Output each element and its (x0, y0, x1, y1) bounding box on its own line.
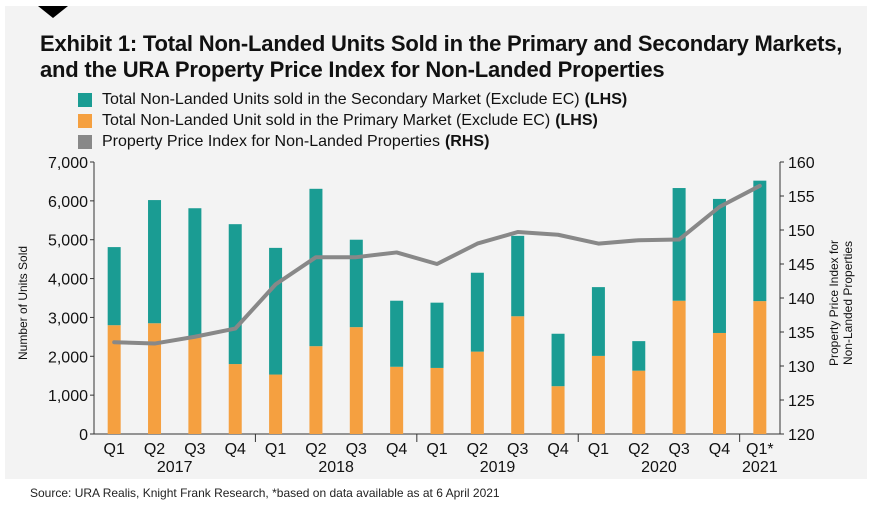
bar-primary (107, 325, 121, 434)
exhibit-marker-icon (38, 6, 68, 18)
left-tick-label: 5,000 (48, 233, 88, 250)
x-tick-label: Q2 (467, 441, 488, 458)
bar-secondary (632, 341, 646, 371)
left-tick-label: 2,000 (48, 349, 88, 366)
right-tick-label: 160 (788, 155, 815, 172)
x-tick-label: Q3 (507, 441, 528, 458)
right-tick-label: 130 (788, 359, 815, 376)
right-tick-label: 135 (788, 325, 815, 342)
bar-primary (349, 327, 363, 434)
x-tick-label: Q4 (709, 441, 730, 458)
bar-secondary (107, 247, 121, 326)
left-tick-label: 0 (79, 427, 88, 444)
bar-primary (672, 300, 686, 434)
bar-secondary (470, 272, 484, 352)
bar-primary (511, 316, 525, 434)
legend-label-primary: Total Non-Landed Unit sold in the Primar… (102, 111, 551, 129)
bar-secondary (188, 208, 202, 337)
chart-title: Exhibit 1: Total Non-Landed Units Sold i… (40, 31, 843, 82)
legend-label-secondary: Total Non-Landed Units sold in the Secon… (102, 90, 580, 108)
left-tick-label: 6,000 (48, 194, 88, 211)
x-tick-label: Q1 (588, 441, 609, 458)
right-tick-label: 120 (788, 427, 815, 444)
legend-item-index: Property Price Index for Non-Landed Prop… (78, 131, 627, 152)
x-tick-label: Q2 (628, 441, 649, 458)
legend-suffix-secondary: (LHS) (584, 90, 628, 108)
legend-item-secondary: Total Non-Landed Units sold in the Secon… (78, 89, 627, 110)
x-year-label: 2017 (157, 459, 193, 476)
legend-item-primary: Total Non-Landed Unit sold in the Primar… (78, 110, 627, 131)
bar-secondary (148, 200, 162, 324)
left-tick-label: 4,000 (48, 272, 88, 289)
line-price-index (112, 183, 762, 346)
x-tick-label: Q4 (547, 441, 568, 458)
right-tick-label: 145 (788, 257, 815, 274)
legend-suffix-primary: (LHS) (555, 111, 598, 129)
x-tick-label: Q4 (386, 441, 407, 458)
bar-primary (148, 323, 162, 434)
x-tick-label: Q4 (225, 441, 246, 458)
bar-primary (551, 386, 565, 434)
legend: Total Non-Landed Units sold in the Secon… (78, 89, 627, 152)
x-year-label: 2018 (318, 459, 354, 476)
legend-swatch-primary (78, 113, 92, 128)
bar-primary (390, 366, 404, 434)
left-tick-label: 7,000 (48, 155, 88, 172)
bar-primary (591, 355, 605, 434)
bar-secondary (430, 302, 444, 368)
left-tick-label: 1,000 (48, 388, 88, 405)
bar-primary (188, 336, 202, 434)
bar-secondary (753, 180, 767, 302)
x-tick-label: Q1* (746, 441, 774, 458)
x-year-label: 2021 (742, 459, 778, 476)
bar-secondary (228, 224, 242, 365)
right-tick-label: 140 (788, 291, 815, 308)
bar-primary (470, 351, 484, 434)
x-year-label: 2020 (641, 459, 677, 476)
bar-primary (753, 301, 767, 434)
bar-primary (632, 370, 646, 434)
bar-secondary (551, 333, 565, 387)
right-tick-label: 125 (788, 393, 815, 410)
x-tick-label: Q1 (426, 441, 447, 458)
bar-secondary (511, 235, 525, 317)
legend-label-index: Property Price Index for Non-Landed Prop… (102, 132, 440, 150)
x-tick-label: Q2 (305, 441, 326, 458)
legend-suffix-index: (RHS) (444, 132, 490, 150)
right-axis-title-line1: Property Price Index for (827, 240, 841, 366)
x-tick-label: Q1 (265, 441, 286, 458)
bar-primary (712, 332, 726, 434)
source-note: Source: URA Realis, Knight Frank Researc… (30, 486, 500, 500)
bar-primary (309, 346, 323, 434)
bar-secondary (712, 198, 726, 333)
right-axis-title-line2: Non-Landed Properties (841, 241, 855, 365)
x-year-label: 2019 (480, 459, 516, 476)
bar-primary (228, 364, 242, 434)
x-tick-label: Q3 (346, 441, 367, 458)
x-tick-label: Q3 (184, 441, 205, 458)
bar-secondary (349, 239, 363, 328)
legend-swatch-secondary (78, 92, 92, 107)
left-tick-label: 3,000 (48, 310, 88, 327)
bar-secondary (309, 188, 323, 347)
left-axis-title: Number of Units Sold (16, 246, 30, 360)
bar-secondary (269, 247, 283, 375)
bar-secondary (591, 287, 605, 356)
x-tick-label: Q2 (144, 441, 165, 458)
x-tick-label: Q1 (104, 441, 125, 458)
bar-primary (269, 374, 283, 434)
right-tick-label: 150 (788, 223, 815, 240)
bar-secondary (672, 188, 686, 301)
bar-secondary (390, 300, 404, 367)
x-tick-label: Q3 (668, 441, 689, 458)
right-tick-label: 155 (788, 189, 815, 206)
legend-swatch-index (78, 134, 92, 149)
bar-primary (430, 367, 444, 434)
